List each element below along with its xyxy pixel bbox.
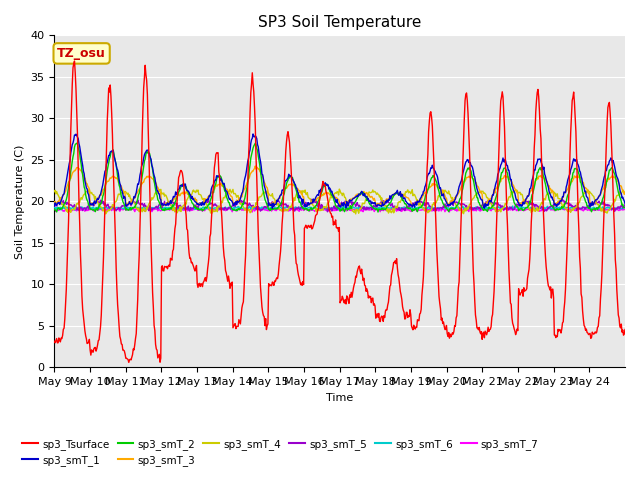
sp3_smT_1 xyxy=(432,171,440,177)
sp3_smT_1 xyxy=(252,133,259,139)
sp3_smT_5 xyxy=(205,196,212,202)
Line: sp3_smT_6: sp3_smT_6 xyxy=(54,206,625,210)
sp3_smT_4 xyxy=(252,204,259,210)
sp3_smT_5 xyxy=(118,204,125,210)
sp3_Tsurface xyxy=(432,228,440,234)
sp3_smT_7 xyxy=(272,208,280,214)
sp3_smT_7 xyxy=(51,204,58,210)
sp3_smT_5 xyxy=(432,208,440,214)
sp3_Tsurface xyxy=(118,341,126,347)
sp3_smT_1 xyxy=(249,131,257,137)
sp3_smT_1 xyxy=(223,188,230,194)
sp3_smT_1 xyxy=(51,203,58,209)
sp3_smT_6 xyxy=(400,205,408,211)
Line: sp3_smT_2: sp3_smT_2 xyxy=(54,143,625,212)
Line: sp3_smT_7: sp3_smT_7 xyxy=(54,207,625,212)
sp3_smT_1 xyxy=(118,187,125,192)
sp3_Tsurface xyxy=(51,338,58,344)
Line: sp3_smT_1: sp3_smT_1 xyxy=(54,134,625,208)
sp3_smT_2 xyxy=(621,205,629,211)
sp3_smT_4 xyxy=(223,190,231,195)
sp3_smT_2 xyxy=(51,206,58,212)
sp3_smT_6 xyxy=(51,204,58,210)
sp3_smT_7 xyxy=(251,208,259,214)
sp3_smT_4 xyxy=(335,186,343,192)
sp3_smT_1 xyxy=(269,205,276,211)
sp3_Tsurface xyxy=(621,326,629,332)
sp3_smT_4 xyxy=(51,189,58,194)
sp3_smT_4 xyxy=(102,211,109,217)
sp3_smT_3 xyxy=(118,183,125,189)
sp3_smT_5 xyxy=(324,209,332,215)
sp3_smT_7 xyxy=(431,209,439,215)
sp3_smT_6 xyxy=(432,205,440,211)
sp3_Tsurface xyxy=(125,360,132,365)
sp3_Tsurface xyxy=(400,309,408,315)
sp3_smT_6 xyxy=(223,205,231,211)
sp3_smT_3 xyxy=(223,186,230,192)
sp3_smT_2 xyxy=(273,205,281,211)
sp3_smT_4 xyxy=(118,190,126,196)
sp3_smT_6 xyxy=(621,204,629,210)
sp3_smT_6 xyxy=(273,206,281,212)
sp3_smT_2 xyxy=(223,195,231,201)
sp3_smT_1 xyxy=(621,201,629,206)
sp3_smT_6 xyxy=(340,203,348,209)
Line: sp3_Tsurface: sp3_Tsurface xyxy=(54,61,625,362)
sp3_smT_5 xyxy=(252,204,259,209)
Title: SP3 Soil Temperature: SP3 Soil Temperature xyxy=(258,15,421,30)
sp3_Tsurface xyxy=(224,278,232,284)
sp3_smT_6 xyxy=(178,207,186,213)
sp3_Tsurface xyxy=(274,276,282,281)
sp3_smT_4 xyxy=(621,190,629,195)
sp3_smT_2 xyxy=(252,140,259,146)
sp3_Tsurface xyxy=(252,155,260,160)
sp3_smT_2 xyxy=(432,178,440,184)
Line: sp3_smT_5: sp3_smT_5 xyxy=(54,199,625,212)
sp3_smT_7 xyxy=(445,209,453,215)
sp3_smT_6 xyxy=(118,205,125,211)
sp3_Tsurface xyxy=(70,58,78,64)
sp3_smT_3 xyxy=(251,166,259,171)
sp3_smT_7 xyxy=(399,207,407,213)
sp3_smT_5 xyxy=(51,204,58,209)
sp3_smT_5 xyxy=(621,202,629,208)
sp3_smT_4 xyxy=(400,191,408,197)
Text: TZ_osu: TZ_osu xyxy=(57,47,106,60)
sp3_smT_5 xyxy=(223,207,231,213)
sp3_smT_2 xyxy=(118,195,126,201)
Line: sp3_smT_4: sp3_smT_4 xyxy=(54,189,625,214)
sp3_smT_4 xyxy=(273,202,281,208)
sp3_smT_6 xyxy=(252,205,259,211)
sp3_smT_7 xyxy=(621,206,629,212)
sp3_smT_5 xyxy=(273,199,281,205)
Legend: sp3_Tsurface, sp3_smT_1, sp3_smT_2, sp3_smT_3, sp3_smT_4, sp3_smT_5, sp3_smT_6, : sp3_Tsurface, sp3_smT_1, sp3_smT_2, sp3_… xyxy=(18,434,543,470)
sp3_smT_1 xyxy=(400,195,408,201)
sp3_smT_1 xyxy=(274,198,282,204)
sp3_smT_3 xyxy=(431,181,439,187)
sp3_smT_7 xyxy=(118,206,125,212)
sp3_smT_3 xyxy=(399,193,407,199)
sp3_smT_3 xyxy=(51,200,58,205)
sp3_smT_3 xyxy=(252,163,259,169)
sp3_smT_2 xyxy=(73,140,81,146)
sp3_smT_3 xyxy=(479,204,487,209)
Line: sp3_smT_3: sp3_smT_3 xyxy=(54,166,625,206)
sp3_smT_2 xyxy=(374,209,382,215)
sp3_smT_2 xyxy=(400,199,408,204)
sp3_smT_7 xyxy=(363,204,371,210)
sp3_smT_4 xyxy=(432,200,440,206)
X-axis label: Time: Time xyxy=(326,393,353,403)
sp3_smT_3 xyxy=(621,190,629,196)
sp3_smT_3 xyxy=(273,198,281,204)
sp3_smT_5 xyxy=(400,205,408,211)
sp3_smT_7 xyxy=(223,207,230,213)
Y-axis label: Soil Temperature (C): Soil Temperature (C) xyxy=(15,144,25,259)
